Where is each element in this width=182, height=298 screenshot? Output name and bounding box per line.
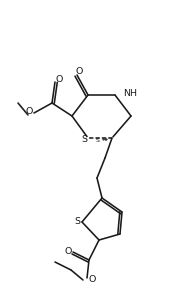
Text: O: O xyxy=(64,246,72,255)
Text: S: S xyxy=(74,218,80,226)
Text: O: O xyxy=(75,66,83,75)
Text: S: S xyxy=(96,139,100,144)
Text: O: O xyxy=(55,74,63,83)
Text: S: S xyxy=(81,134,87,144)
Text: O: O xyxy=(88,274,96,283)
Text: O: O xyxy=(25,108,33,117)
Text: NH: NH xyxy=(123,89,137,99)
